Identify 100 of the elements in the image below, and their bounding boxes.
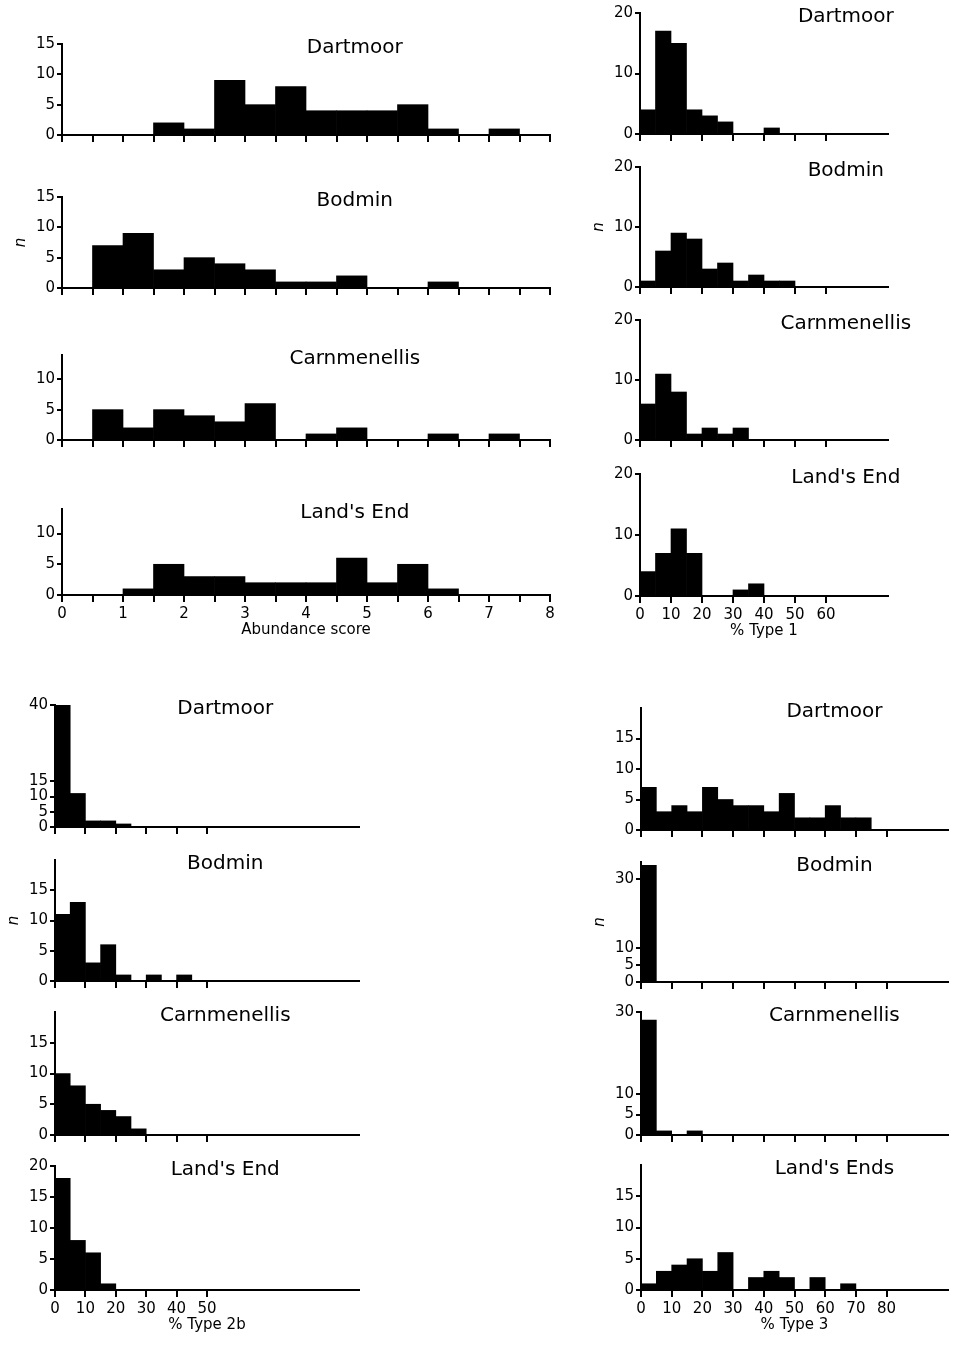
y-tick-label: 10 <box>613 216 633 235</box>
y-tick-label: 5 <box>45 399 55 418</box>
x-tick-label: 5 <box>362 603 372 622</box>
y-tick-label: 5 <box>624 789 634 808</box>
x-tick-label: 0 <box>57 603 67 622</box>
y-tick-label: 20 <box>613 309 633 328</box>
y-tick-label: 20 <box>613 2 633 21</box>
x-axis-title: % Type 3 <box>760 1314 829 1333</box>
y-tick-label: 0 <box>623 585 633 604</box>
y-tick-label: 10 <box>614 758 634 777</box>
chart-title: Dartmoor <box>306 34 404 59</box>
y-tick-label: 5 <box>45 94 55 113</box>
x-tick-label: 20 <box>106 1298 126 1317</box>
y-tick-label: 0 <box>624 819 634 838</box>
y-tick-label: 15 <box>28 1186 48 1205</box>
x-tick-label: 0 <box>636 1298 646 1317</box>
x-tick-label: 40 <box>167 1298 187 1317</box>
y-tick-label: 5 <box>38 940 48 959</box>
chart-title: Carnmenellis <box>780 310 912 335</box>
x-tick-label: 30 <box>723 1298 743 1317</box>
x-axis-title: % Type 1 <box>730 620 798 639</box>
x-tick-label: 3 <box>240 603 250 622</box>
y-tick-label: 0 <box>624 1279 634 1298</box>
chart-title: Bodmin <box>316 187 393 212</box>
y-tick-label: 15 <box>35 33 55 52</box>
y-tick-label: 10 <box>28 1063 48 1082</box>
y-tick-label: 10 <box>614 937 634 956</box>
y-tick-label: 0 <box>45 429 55 448</box>
x-tick-label: 70 <box>846 1298 866 1317</box>
y-tick-label: 0 <box>624 1124 634 1143</box>
x-tick-label: 10 <box>75 1298 95 1317</box>
y-tick-label: 0 <box>45 124 55 143</box>
y-tick-label: 10 <box>613 63 633 82</box>
x-tick-label: 30 <box>136 1298 156 1317</box>
x-tick-label: 6 <box>423 603 433 622</box>
x-axis-title: Abundance score <box>241 619 371 638</box>
x-tick-label: 4 <box>301 603 311 622</box>
y-tick-label: 0 <box>45 584 55 603</box>
chart-title: Land's End <box>791 464 901 489</box>
x-tick-label: 20 <box>692 1298 712 1317</box>
y-tick-label: 10 <box>35 217 55 236</box>
y-tick-label: 15 <box>28 880 48 899</box>
x-tick-label: 30 <box>723 604 743 623</box>
x-tick-label: 60 <box>815 1298 835 1317</box>
y-tick-label: 10 <box>35 64 55 83</box>
y-tick-label: 0 <box>623 429 633 448</box>
y-tick-label: 0 <box>38 1124 48 1143</box>
y-tick-label: 10 <box>613 369 633 388</box>
chart-title: Carnmenellis <box>159 1002 291 1027</box>
y-tick-label: 0 <box>624 971 634 990</box>
x-tick-label: 60 <box>816 604 836 623</box>
x-tick-label: 20 <box>692 604 712 623</box>
x-tick-label: 10 <box>661 604 681 623</box>
y-tick-label: 10 <box>35 369 55 388</box>
chart-title: Bodmin <box>187 850 264 875</box>
y-tick-label: 10 <box>614 1083 634 1102</box>
x-tick-label: 2 <box>179 603 189 622</box>
y-axis-title: n <box>588 222 607 232</box>
x-tick-label: 8 <box>545 603 555 622</box>
y-tick-label: 0 <box>623 123 633 142</box>
y-axis-title: n <box>3 915 22 926</box>
y-tick-label: 10 <box>28 910 48 929</box>
y-tick-label: 5 <box>624 954 634 973</box>
y-tick-label: 15 <box>28 1032 48 1051</box>
y-tick-label: 5 <box>45 554 55 573</box>
y-tick-label: 0 <box>38 1279 48 1298</box>
y-tick-label: 20 <box>613 156 633 175</box>
chart-title: Land's Ends <box>774 1155 895 1180</box>
chart-title: Land's End <box>300 499 410 524</box>
y-tick-label: 5 <box>624 1248 634 1267</box>
chart-title: Carnmenellis <box>769 1002 900 1027</box>
y-tick-label: 10 <box>28 1217 48 1236</box>
chart-title: Carnmenellis <box>289 345 421 370</box>
y-axis-title: n <box>10 237 29 248</box>
x-tick-label: 80 <box>877 1298 897 1317</box>
chart-title: Dartmoor <box>177 695 274 720</box>
y-tick-label: 15 <box>35 186 55 205</box>
chart-title: Dartmoor <box>786 698 884 723</box>
y-tick-label: 10 <box>614 1217 634 1236</box>
chart-title: Dartmoor <box>797 3 895 28</box>
y-tick-label: 5 <box>38 1248 48 1267</box>
x-tick-label: 50 <box>784 1298 805 1317</box>
y-tick-label: 10 <box>613 524 633 543</box>
y-tick-label: 0 <box>38 970 48 989</box>
x-tick-label: 50 <box>785 604 805 623</box>
y-axis-title: n <box>589 917 608 927</box>
y-tick-label: 10 <box>35 523 55 542</box>
x-tick-label: 40 <box>754 1298 774 1317</box>
x-tick-label: 40 <box>754 604 774 623</box>
chart-title: Bodmin <box>807 157 885 182</box>
y-tick-label: 15 <box>614 728 634 747</box>
x-tick-label: 10 <box>662 1298 682 1317</box>
y-tick-label: 40 <box>28 694 48 713</box>
y-tick-label: 5 <box>624 1104 634 1123</box>
y-tick-label: 30 <box>614 1001 634 1020</box>
x-tick-label: 50 <box>197 1298 217 1317</box>
chart-title: Bodmin <box>796 852 873 877</box>
y-tick-label: 0 <box>623 276 633 295</box>
x-tick-label: 1 <box>118 603 128 622</box>
chart-title: Land's End <box>170 1156 280 1181</box>
